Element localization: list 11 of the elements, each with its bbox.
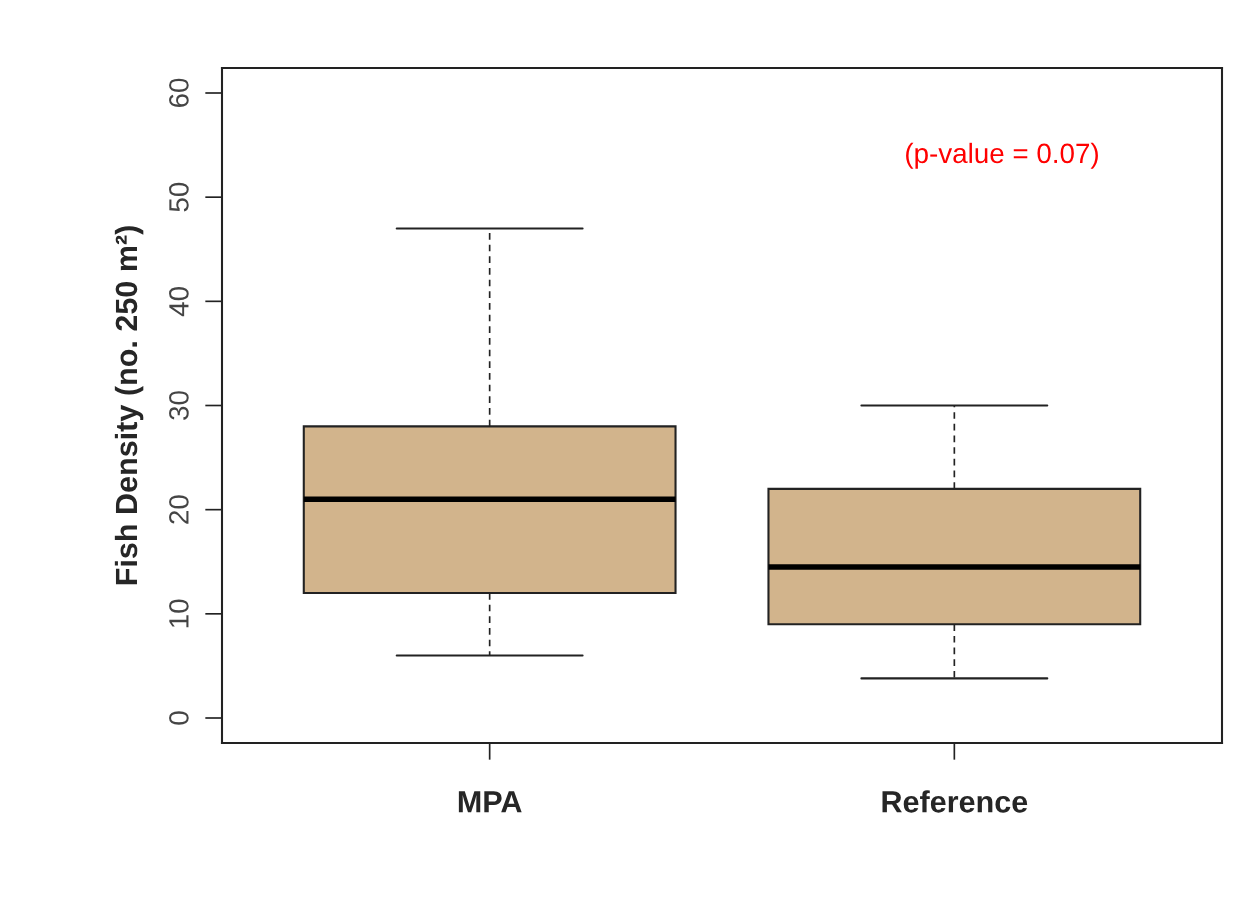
y-tick-label: 60 [169,78,189,108]
y-tick-label: 10 [169,599,189,628]
y-tick-label: 20 [169,495,189,524]
y-tick-label: 30 [169,391,189,420]
x-tick-label: MPA [458,791,522,813]
x-tick-label: Reference [882,790,1028,813]
y-tick-label: 50 [169,182,189,212]
y-axis-title: Fish Density (no. 250 m²) [114,226,144,585]
annotation: (p-value = 0.07) [906,142,1098,169]
y-tick-label: 40 [169,286,189,317]
y-tick-label: 0 [169,711,189,725]
